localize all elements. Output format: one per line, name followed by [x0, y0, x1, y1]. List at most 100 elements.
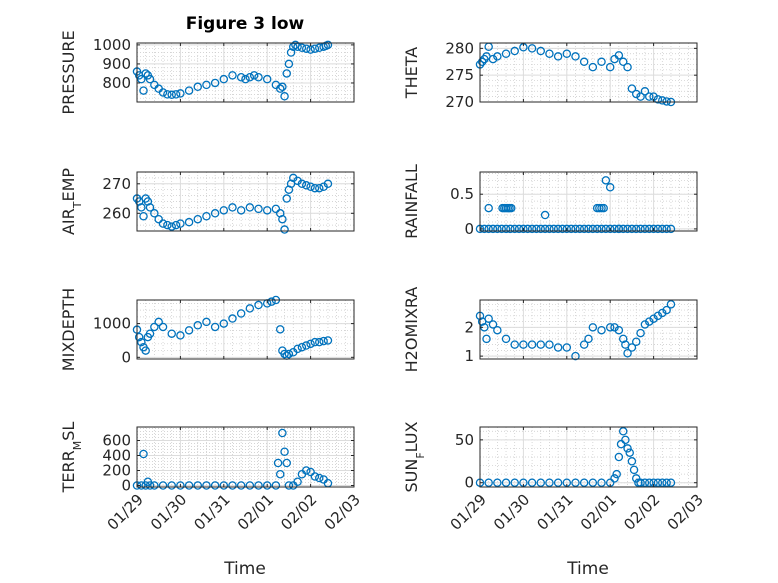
x-tick-label: 02/02 [277, 491, 320, 534]
data-point [145, 203, 155, 212]
data-point [558, 224, 567, 234]
x-tick-label: 01/29 [104, 491, 147, 534]
data-point [506, 203, 516, 213]
data-point [184, 217, 194, 227]
data-point [658, 224, 667, 234]
data-point [275, 325, 285, 334]
data-point [297, 43, 307, 53]
data-point [493, 325, 502, 335]
y-axis-label: RAINFALL [402, 164, 421, 239]
data-point [666, 224, 676, 234]
y-axis-label: H2OMIXRA [402, 287, 421, 373]
data-point [545, 478, 554, 487]
data-point [158, 88, 168, 97]
data-point [202, 481, 211, 490]
data-point [575, 224, 585, 234]
data-point [640, 478, 650, 487]
data-point [219, 319, 229, 328]
data-point [623, 348, 632, 358]
data-point [297, 342, 307, 352]
y-tick-label: 275 [445, 66, 474, 84]
data-point [605, 323, 615, 332]
data-point [536, 224, 546, 234]
axes-box [136, 171, 355, 232]
data-point [282, 69, 291, 78]
data-point [176, 219, 185, 228]
data-point [649, 314, 658, 323]
data-point [612, 469, 621, 479]
axes-box [136, 299, 355, 360]
data-point [545, 49, 554, 58]
data-point [666, 478, 676, 487]
data-point [319, 336, 328, 346]
data-point [618, 334, 628, 344]
data-point [282, 458, 291, 468]
data-point [553, 224, 563, 234]
data-point [597, 478, 606, 487]
data-point [631, 89, 641, 99]
x-tick-label: 02/02 [620, 491, 663, 534]
data-point [645, 478, 654, 487]
data-point [236, 206, 246, 215]
y-axis-label: PRESSURE [59, 30, 78, 114]
data-point [137, 74, 146, 84]
data-point [477, 57, 487, 67]
data-point [662, 224, 671, 234]
data-point [536, 478, 546, 487]
data-point [484, 203, 493, 213]
data-point [614, 224, 624, 234]
data-point [163, 220, 172, 230]
data-point [275, 84, 285, 93]
data-point [184, 481, 194, 490]
y-tick-label: 900 [102, 55, 131, 73]
data-point [158, 219, 168, 228]
y-tick-label: 260 [102, 204, 131, 222]
data-point [236, 309, 246, 318]
data-point [588, 62, 598, 72]
data-point [653, 95, 663, 104]
data-point [171, 220, 181, 230]
y-tick-label: 270 [445, 93, 474, 111]
data-point [145, 329, 155, 338]
subplot-theta: 270 275 280 THETA [402, 39, 698, 111]
data-point [584, 334, 593, 344]
data-point [588, 323, 598, 332]
data-point [540, 210, 550, 220]
data-point [137, 203, 146, 212]
data-point [210, 481, 220, 490]
data-point [493, 224, 502, 234]
data-point [278, 428, 287, 438]
data-point [636, 478, 645, 487]
data-point [176, 89, 185, 98]
y-tick-label: 800 [102, 74, 131, 92]
data-point [627, 343, 637, 352]
data-point [262, 481, 272, 490]
data-point [273, 458, 283, 468]
data-point [640, 320, 650, 329]
data-point [249, 71, 259, 80]
data-point [527, 340, 537, 349]
figure-title: Figure 3 low [186, 14, 305, 34]
data-point [653, 224, 663, 234]
data-point [510, 340, 519, 349]
data-point [636, 328, 645, 338]
x-axis-label-left: Time [223, 559, 266, 579]
data-point [545, 340, 554, 349]
data-point [588, 224, 598, 234]
data-point [484, 224, 493, 234]
data-point [310, 183, 320, 193]
data-point [297, 179, 307, 189]
data-point [645, 92, 654, 101]
data-point [150, 322, 159, 332]
data-point [219, 481, 229, 490]
data-point [280, 225, 289, 234]
y-axis-label: THETA [402, 47, 421, 99]
data-point [631, 224, 641, 234]
data-point [137, 337, 146, 347]
data-point [549, 224, 559, 234]
plot-area [137, 43, 354, 102]
data-point [134, 332, 144, 342]
data-point [271, 481, 281, 490]
data-point [280, 447, 289, 456]
